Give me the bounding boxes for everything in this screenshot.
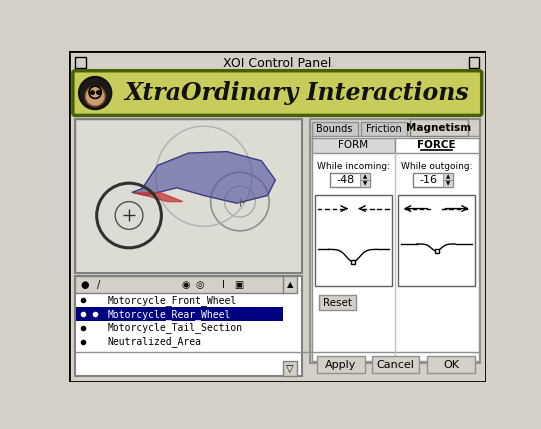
Text: -16: -16: [420, 175, 438, 185]
Circle shape: [79, 77, 111, 109]
Text: ▲: ▲: [362, 174, 367, 179]
Bar: [360, 180, 370, 187]
Bar: [443, 180, 453, 187]
Bar: [312, 138, 395, 153]
Bar: [351, 260, 355, 264]
Text: Motorcycle_Front_Wheel: Motorcycle_Front_Wheel: [108, 295, 237, 305]
Bar: [319, 295, 356, 310]
FancyBboxPatch shape: [73, 71, 481, 115]
Text: Reset: Reset: [323, 297, 352, 308]
Bar: [312, 136, 479, 361]
Bar: [413, 173, 453, 187]
Text: Cancel: Cancel: [377, 360, 414, 370]
Text: -48: -48: [337, 175, 354, 185]
Bar: [410, 119, 468, 136]
Text: While incoming:: While incoming:: [316, 163, 390, 172]
Bar: [317, 356, 365, 373]
Text: FORM: FORM: [338, 140, 368, 151]
Bar: [76, 307, 283, 321]
Text: ▲: ▲: [446, 174, 450, 179]
Bar: [435, 249, 439, 253]
Bar: [72, 54, 483, 70]
Bar: [360, 173, 370, 180]
Text: ▲: ▲: [287, 280, 293, 289]
Bar: [310, 119, 480, 363]
Text: ●: ●: [80, 280, 89, 290]
Text: Apply: Apply: [325, 360, 357, 370]
Polygon shape: [132, 151, 275, 203]
Bar: [372, 356, 419, 373]
Bar: [283, 361, 297, 376]
Text: Magnetism: Magnetism: [406, 123, 471, 133]
Text: Friction: Friction: [366, 124, 402, 134]
Bar: [315, 195, 392, 286]
Text: ▼: ▼: [362, 181, 367, 186]
Text: XtraOrdinary Interactions: XtraOrdinary Interactions: [124, 81, 469, 105]
Text: XOI Control Panel: XOI Control Panel: [223, 57, 331, 69]
Bar: [75, 276, 284, 293]
Text: ◎: ◎: [196, 280, 204, 290]
Bar: [469, 57, 479, 68]
Bar: [398, 195, 475, 286]
Text: I: I: [222, 280, 225, 290]
Bar: [283, 276, 297, 293]
Text: Neutralized_Area: Neutralized_Area: [108, 336, 201, 347]
Bar: [395, 138, 479, 153]
Text: ▼: ▼: [446, 181, 450, 186]
Bar: [361, 121, 407, 137]
Text: ◉: ◉: [182, 280, 190, 290]
Text: ▣: ▣: [234, 280, 243, 290]
Bar: [330, 173, 370, 187]
Bar: [427, 356, 475, 373]
Text: Motorcycle_Tail_Section: Motorcycle_Tail_Section: [108, 323, 242, 333]
Polygon shape: [134, 192, 183, 202]
Bar: [75, 57, 86, 68]
Bar: [75, 119, 302, 273]
Bar: [312, 121, 358, 137]
Text: /: /: [97, 280, 100, 290]
Text: While outgoing:: While outgoing:: [400, 163, 472, 172]
Bar: [75, 276, 302, 376]
Text: OK: OK: [443, 360, 459, 370]
Bar: [77, 121, 301, 272]
Text: Bounds: Bounds: [316, 124, 353, 134]
Bar: [443, 173, 453, 180]
Text: ▽: ▽: [286, 364, 294, 374]
Text: FORCE: FORCE: [417, 140, 456, 151]
Text: Motorcycle_Rear_Wheel: Motorcycle_Rear_Wheel: [108, 308, 231, 320]
Circle shape: [85, 86, 105, 106]
